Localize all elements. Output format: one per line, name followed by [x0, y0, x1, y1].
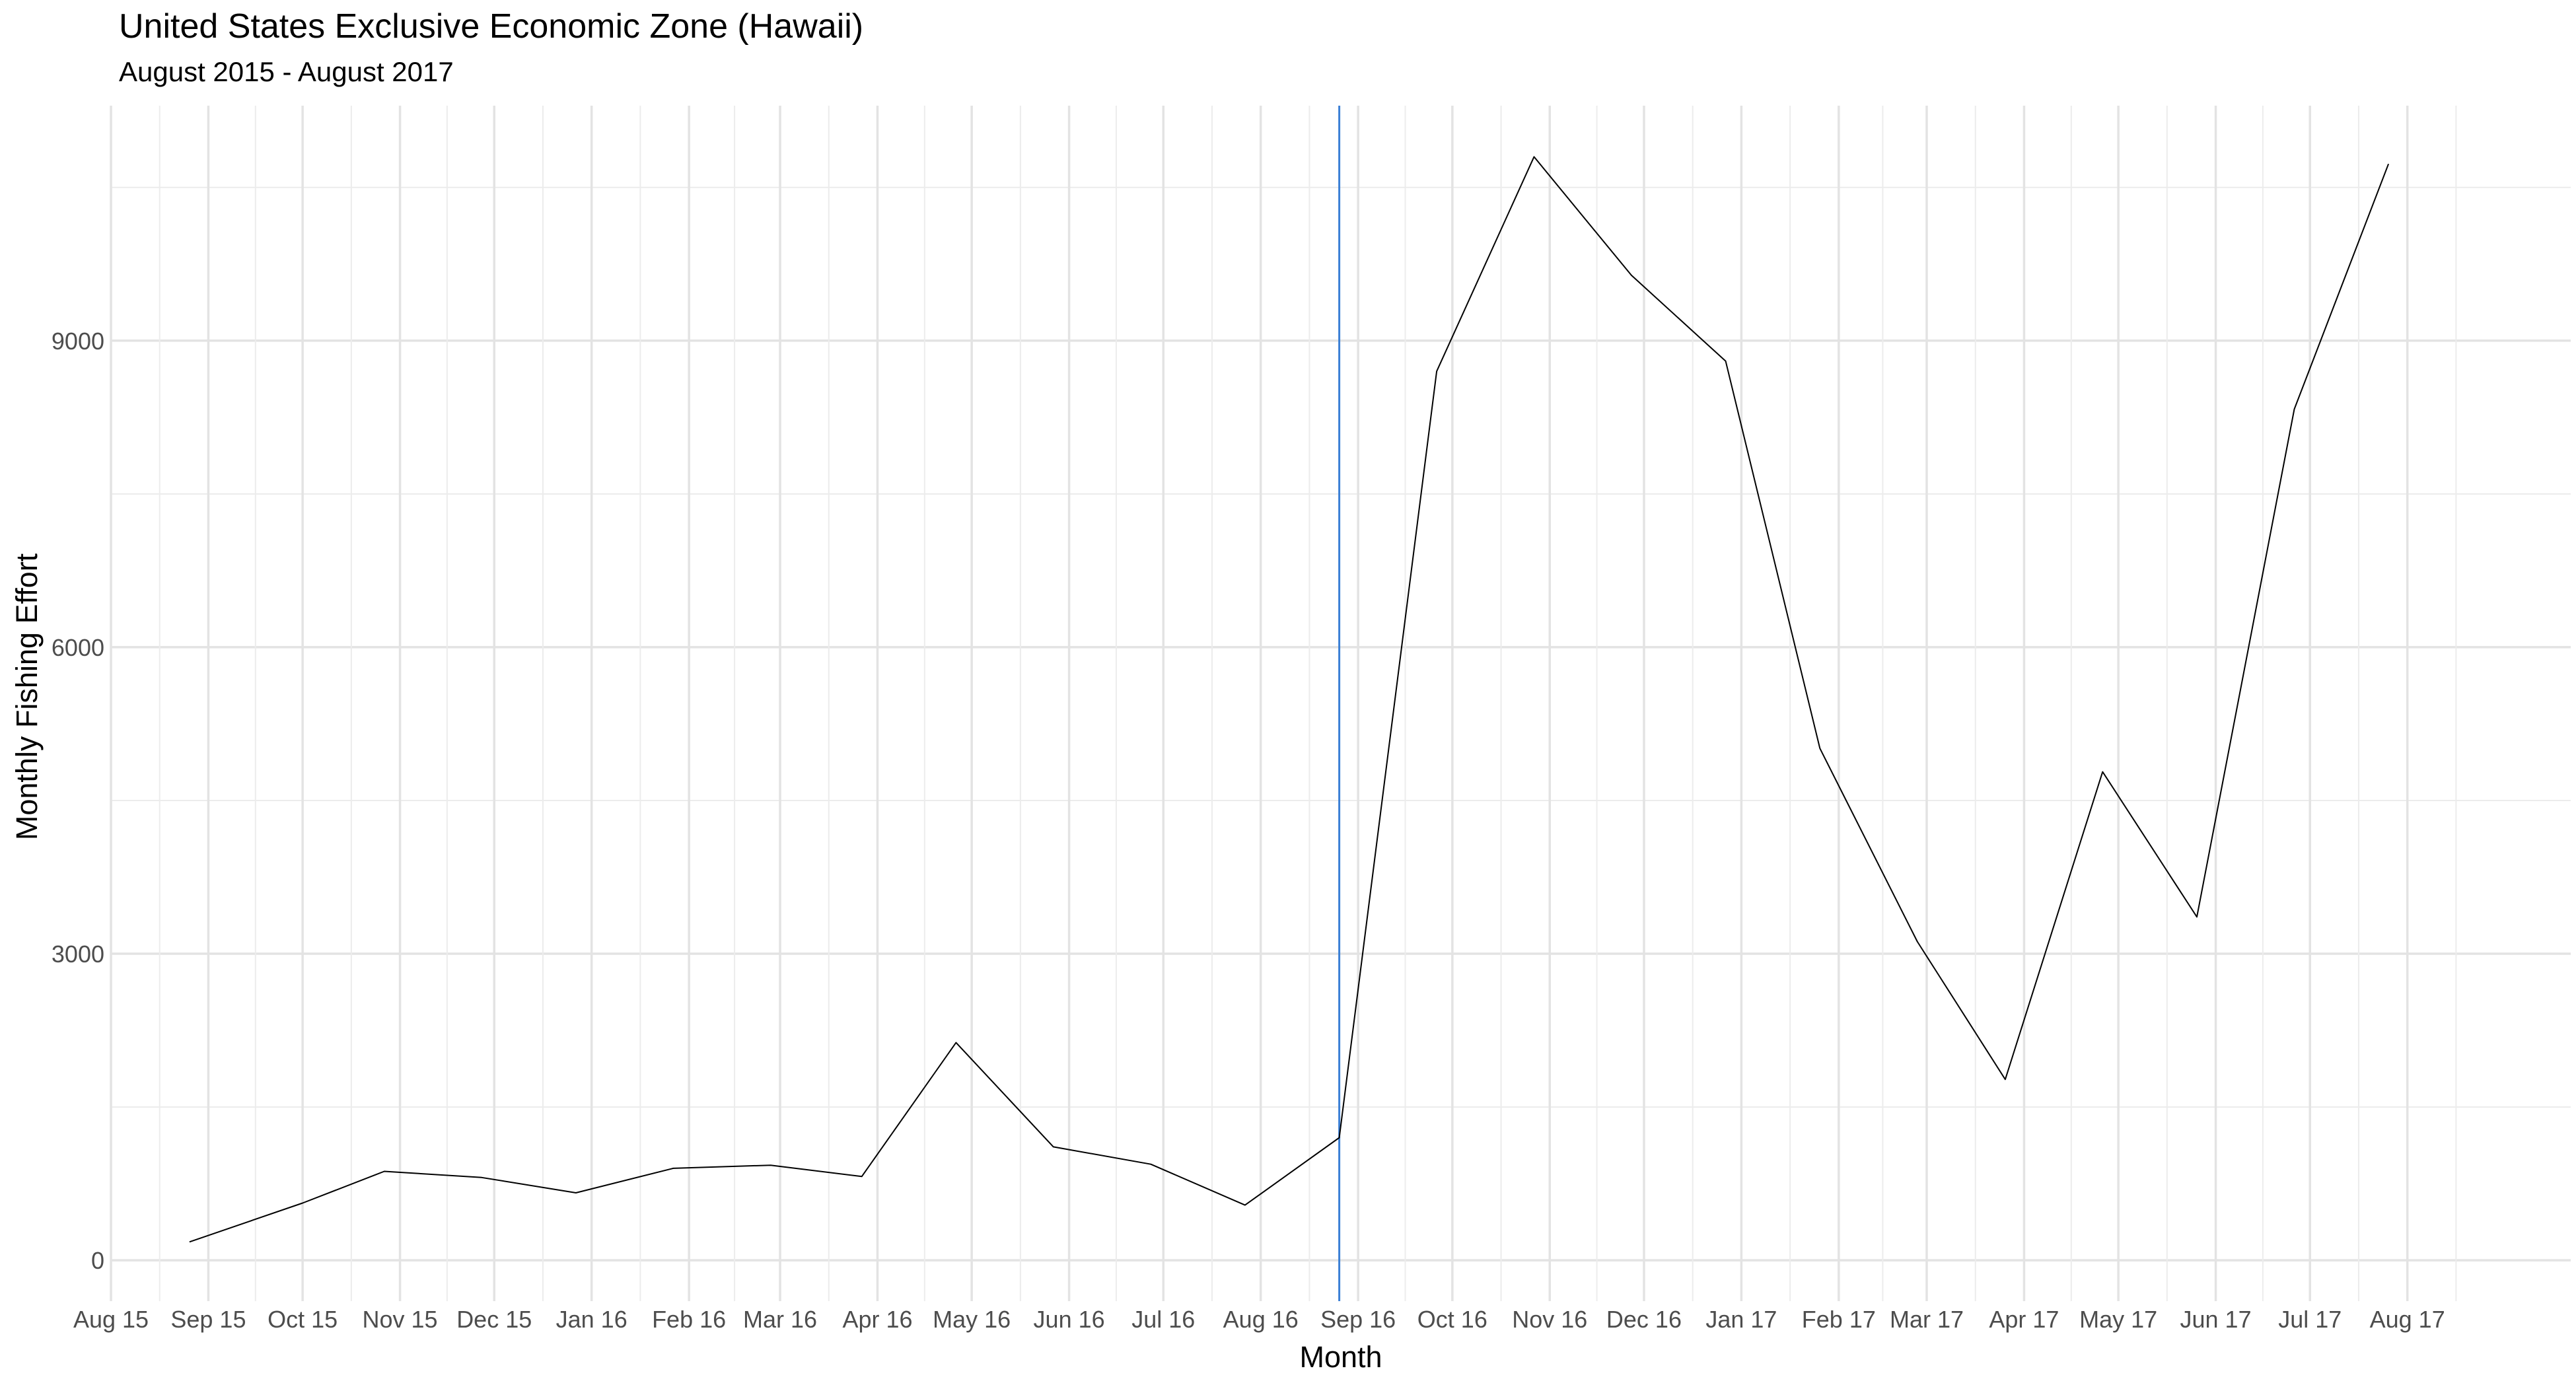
x-tick-label: Dec 15 [456, 1306, 532, 1333]
y-tick-label: 6000 [52, 634, 104, 661]
x-tick-label: Aug 15 [73, 1306, 149, 1333]
x-tick-label: Apr 16 [842, 1306, 912, 1333]
x-tick-label: Jul 16 [1131, 1306, 1195, 1333]
x-tick-label: Jun 16 [1034, 1306, 1105, 1333]
y-axis-title: Monthly Fishing Effort [10, 553, 44, 840]
x-tick-label: Jun 17 [2180, 1306, 2252, 1333]
x-tick-label: Aug 16 [1223, 1306, 1299, 1333]
x-tick-label: Mar 16 [743, 1306, 817, 1333]
x-tick-label: Jan 16 [556, 1306, 627, 1333]
y-axis-ticks: 0 3000 6000 9000 [52, 328, 104, 1274]
y-tick-label: 0 [91, 1247, 104, 1274]
x-tick-label: May 17 [2079, 1306, 2157, 1333]
x-tick-label: Jul 17 [2278, 1306, 2342, 1333]
series-layer [189, 156, 2390, 1243]
y-tick-label: 3000 [52, 941, 104, 968]
x-tick-label: May 16 [933, 1306, 1011, 1333]
chart-subtitle: August 2015 - August 2017 [119, 56, 454, 87]
x-tick-label: Jan 17 [1705, 1306, 1777, 1333]
x-tick-label: Sep 15 [170, 1306, 246, 1333]
x-tick-label: Apr 17 [1989, 1306, 2059, 1333]
x-tick-label: Nov 16 [1512, 1306, 1587, 1333]
x-axis-title: Month [1299, 1340, 1382, 1374]
x-tick-label: Mar 17 [1890, 1306, 1964, 1333]
chart-title: United States Exclusive Economic Zone (H… [119, 7, 864, 46]
y-tick-label: 9000 [52, 328, 104, 355]
x-tick-label: Oct 16 [1417, 1306, 1487, 1333]
x-tick-label: Feb 17 [1802, 1306, 1876, 1333]
x-axis-ticks: Aug 15 Sep 15 Oct 15 Nov 15 Dec 15 Jan 16 Feb … [73, 1306, 2445, 1333]
grid-lines [110, 106, 2571, 1301]
x-tick-label: Nov 15 [363, 1306, 438, 1333]
series-line [189, 156, 2390, 1243]
x-tick-label: Feb 16 [652, 1306, 726, 1333]
x-tick-label: Dec 16 [1606, 1306, 1682, 1333]
x-tick-label: Aug 17 [2370, 1306, 2445, 1333]
x-tick-label: Sep 16 [1320, 1306, 1396, 1333]
x-tick-label: Oct 15 [268, 1306, 338, 1333]
